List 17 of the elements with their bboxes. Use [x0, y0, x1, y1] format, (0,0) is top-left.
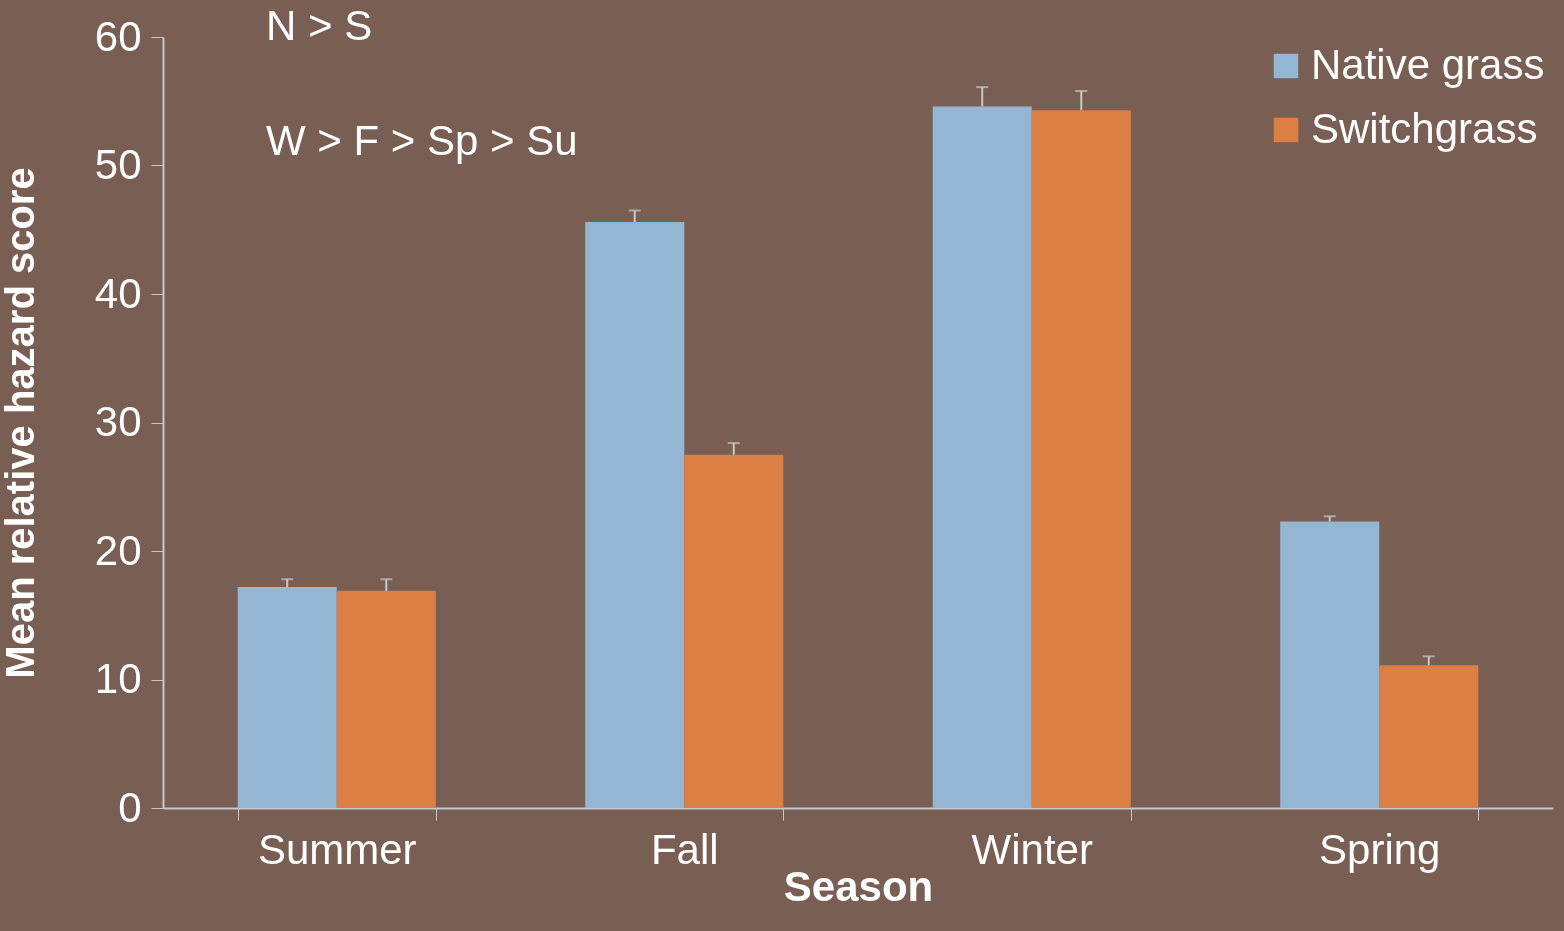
y-tick-label: 50	[94, 141, 142, 188]
y-axis-title: Mean relative hazard score	[0, 167, 42, 679]
y-tick-label: 30	[94, 398, 142, 445]
legend-label: Native grass	[1311, 41, 1545, 88]
x-tick-label: Fall	[650, 825, 719, 873]
x-tick-label: Spring	[1319, 825, 1441, 873]
y-tick-label: 40	[94, 269, 142, 317]
annotation: N > S	[266, 2, 373, 49]
x-tick-label: Winter	[971, 825, 1093, 873]
y-tick-label: 60	[94, 12, 142, 60]
x-tick-label: Summer	[257, 825, 417, 873]
annotation: W > F > Sp > Su	[266, 117, 578, 164]
y-tick-label: 0	[118, 783, 142, 831]
y-tick-label: 10	[94, 655, 142, 702]
legend-label: Switchgrass	[1311, 105, 1538, 152]
x-axis-title: Season	[783, 862, 934, 910]
y-tick-label: 20	[94, 526, 142, 574]
